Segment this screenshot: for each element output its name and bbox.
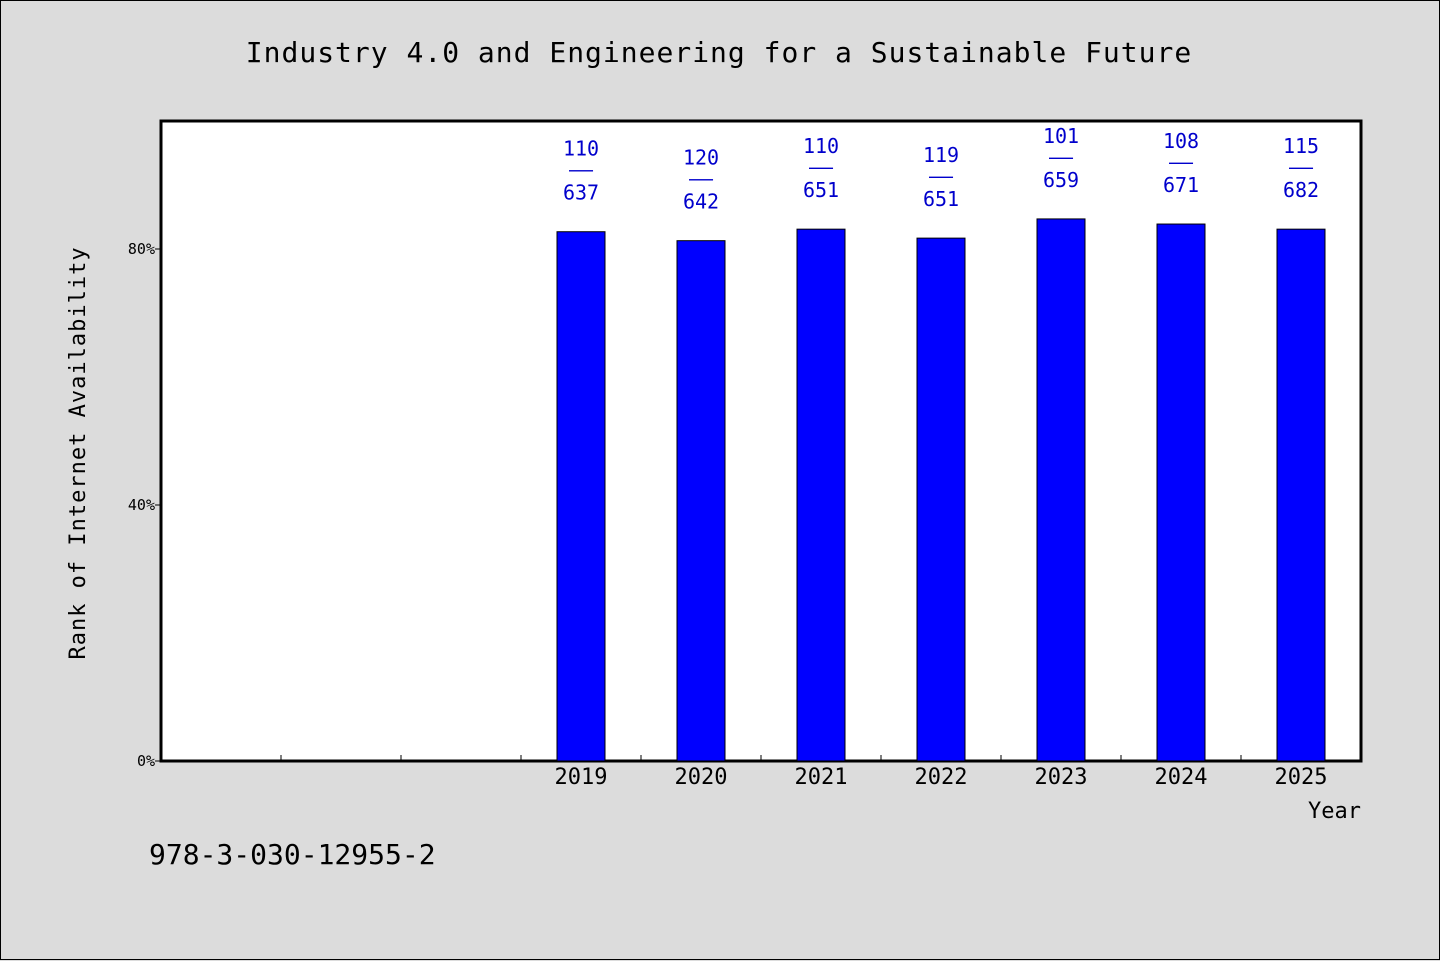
data-label-bottom: 651	[923, 187, 959, 211]
data-label-top: 101	[1043, 124, 1079, 148]
x-tick-label: 2019	[555, 765, 608, 790]
y-tick-label: 40%	[128, 496, 155, 514]
data-label-bottom: 682	[1283, 178, 1319, 202]
data-label-top: 120	[683, 146, 719, 170]
data-label-top: 110	[563, 137, 599, 161]
x-tick-label: 2023	[1035, 765, 1088, 790]
data-label-separator: ——	[1169, 150, 1194, 174]
data-label-separator: ——	[929, 164, 954, 188]
data-label-bottom: 642	[683, 190, 719, 214]
data-label-bottom: 651	[803, 178, 839, 202]
bar-2020	[676, 240, 726, 762]
data-label-separator: ——	[689, 167, 714, 191]
x-tick-label: 2020	[675, 765, 728, 790]
chart-title: Industry 4.0 and Engineering for a Susta…	[246, 36, 1192, 69]
data-label-bottom: 671	[1163, 173, 1199, 197]
bar-2022	[916, 237, 966, 762]
data-label-separator: ——	[1289, 155, 1314, 179]
x-tick-label: 2025	[1275, 765, 1328, 790]
data-labels: 110——637120——642110——651119——651101——659…	[563, 124, 1319, 214]
bar-2025	[1276, 228, 1326, 762]
x-tick-label: 2022	[915, 765, 968, 790]
isbn-footer: 978-3-030-12955-2	[149, 838, 436, 871]
data-label-top: 115	[1283, 134, 1319, 158]
bar-2019	[556, 231, 606, 762]
axis-ticks: 0% 40% 80% 2019 2020 2021 2022 2023 2024 2025	[128, 240, 1328, 790]
y-tick-label: 0%	[137, 752, 155, 770]
bar-2021	[796, 228, 846, 762]
data-label-separator: ——	[809, 155, 834, 179]
data-label-bottom: 637	[563, 181, 599, 205]
data-label-separator: ——	[1049, 145, 1074, 169]
bar-2024	[1156, 223, 1206, 762]
x-tick-label: 2024	[1155, 765, 1208, 790]
data-label-top: 110	[803, 134, 839, 158]
y-tick-label: 80%	[128, 240, 155, 258]
x-axis-label: Year	[1308, 799, 1361, 824]
y-axis-label: Rank of Internet Availability	[66, 246, 91, 659]
bar-2023	[1036, 218, 1086, 762]
bars	[556, 218, 1326, 762]
data-label-bottom: 659	[1043, 168, 1079, 192]
x-tick-label: 2021	[795, 765, 848, 790]
data-label-separator: ——	[569, 158, 594, 182]
data-label-top: 108	[1163, 129, 1199, 153]
data-label-top: 119	[923, 143, 959, 167]
